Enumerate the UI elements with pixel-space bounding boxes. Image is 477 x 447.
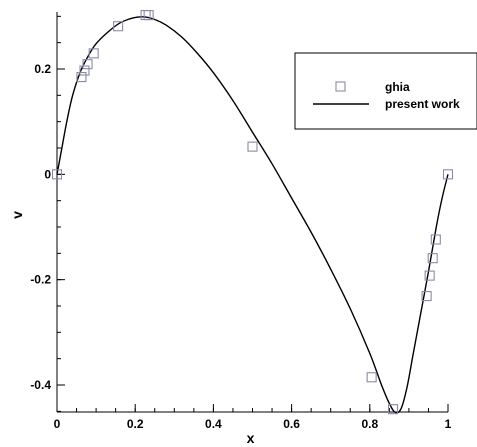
x-tick-label: 0.6 <box>283 417 300 431</box>
ghia-point <box>88 48 99 59</box>
ghia-point <box>424 270 435 281</box>
ghia-point <box>51 169 63 180</box>
legend-label-ghia: ghia <box>385 80 410 94</box>
plot-area <box>51 9 454 415</box>
y-tick-label: 0 <box>44 167 51 181</box>
x-axis-title: x <box>247 430 255 446</box>
y-tick-label: -0.2 <box>30 273 51 287</box>
ghia-point <box>79 65 90 76</box>
legend-label-present-work: present work <box>385 97 460 111</box>
ghia-point <box>247 141 258 152</box>
ghia-point <box>442 169 454 180</box>
y-tick-label: 0.2 <box>34 62 51 76</box>
y-tick-label: -0.4 <box>30 378 51 392</box>
ghia-point <box>427 253 438 264</box>
legend-box <box>294 52 477 130</box>
present-work-line <box>56 16 449 414</box>
ghia-point <box>387 404 399 415</box>
x-tick-label: 1 <box>445 417 452 431</box>
legend: ghia present work <box>294 52 477 130</box>
x-tick-label: 0.2 <box>127 417 144 431</box>
axes: 0 0.2 0.4 0.6 0.8 1 -0.4 -0.2 0 0.2 x v <box>9 12 452 446</box>
ghia-point <box>366 372 377 383</box>
x-tick-label: 0.4 <box>205 417 222 431</box>
legend-marker-ghia <box>335 81 346 92</box>
y-axis-title: v <box>9 211 25 219</box>
ghia-point <box>82 59 93 70</box>
x-tick-label: 0.8 <box>361 417 378 431</box>
ghia-point <box>421 291 432 302</box>
ghia-point <box>430 234 441 245</box>
ghia-point <box>143 10 154 21</box>
x-tick-label: 0 <box>54 417 61 431</box>
ghia-point <box>76 72 87 83</box>
ghia-point <box>113 21 124 32</box>
